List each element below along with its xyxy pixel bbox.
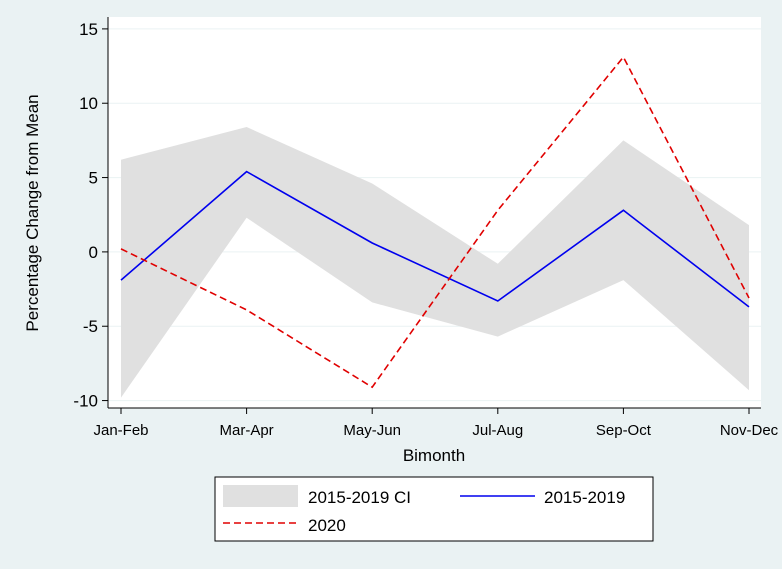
- ci-band: [121, 127, 749, 398]
- x-tick-label: Mar-Apr: [220, 422, 274, 439]
- y-tick-label: 10: [79, 94, 98, 113]
- axes: [107, 17, 761, 409]
- legend-label-2015-2019: 2015-2019: [544, 488, 625, 507]
- series-line-2015-2019: [120, 170, 750, 308]
- y-tick-label: 5: [89, 169, 98, 188]
- series-line-2020: [120, 55, 750, 389]
- x-tick-label: Jul-Aug: [472, 422, 523, 439]
- x-tick-label: Jan-Feb: [93, 422, 148, 439]
- y-tick-label: -5: [83, 317, 98, 336]
- y-tick-label: 15: [79, 20, 98, 39]
- x-axis-ticks: Jan-Feb Mar-Apr May-Jun Jul-Aug Sep-Oct Nov-D…: [93, 408, 779, 439]
- y-tick-label: 0: [89, 243, 98, 262]
- y-tick-label: -10: [73, 392, 98, 411]
- y-axis-ticks: -10 -5 0 5 10 15: [73, 20, 108, 411]
- legend-swatch-ci: [223, 485, 298, 507]
- x-tick-label: Nov-Dec: [720, 422, 779, 439]
- x-axis-label: Bimonth: [403, 446, 465, 465]
- x-tick-label: Sep-Oct: [596, 422, 652, 439]
- legend-label-ci: 2015-2019 CI: [308, 488, 411, 507]
- y-axis-label: Percentage Change from Mean: [23, 94, 42, 331]
- x-tick-label: May-Jun: [343, 422, 401, 439]
- legend: 2015-2019 CI 2015-2019 2020: [214, 476, 654, 542]
- legend-label-2020: 2020: [308, 516, 346, 535]
